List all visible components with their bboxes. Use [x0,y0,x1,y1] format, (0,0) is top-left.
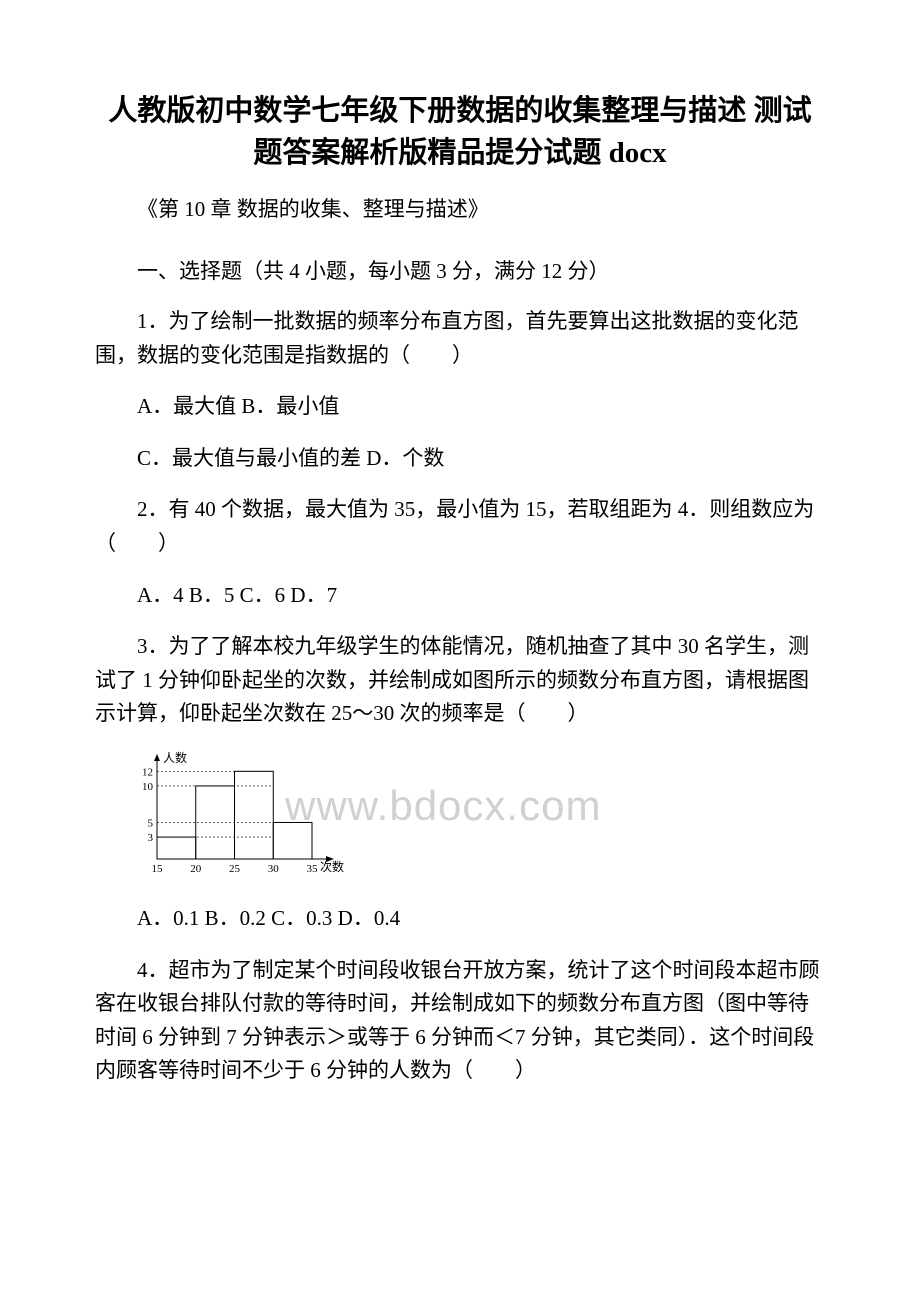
question-3-text: 3．为了了解本校九年级学生的体能情况，随机抽查了其中 30 名学生，测试了 1 … [95,630,825,731]
svg-text:20: 20 [190,863,202,875]
svg-text:5: 5 [148,817,154,829]
histogram-chart: 人数次数 12 10 5 3 15 20 25 30 35 [127,749,825,884]
chapter-subtitle: 《第 10 章 数据的收集、整理与描述》 [95,194,825,226]
question-1-text: 1．为了绘制一批数据的频率分布直方图，首先要算出这批数据的变化范围，数据的变化范… [95,305,825,372]
question-2-options: A．4 B．5 C．6 D．7 [95,579,825,613]
question-2-text: 2．有 40 个数据，最大值为 35，最小值为 15，若取组距为 4．则组数应为… [95,493,825,560]
histogram-svg: 人数次数 12 10 5 3 15 20 25 30 35 [127,749,347,879]
question-1-options-cd: C．最大值与最小值的差 D．个数 [95,442,825,476]
svg-text:15: 15 [152,863,164,875]
svg-text:12: 12 [142,766,153,778]
question-4-text: 4．超市为了制定某个时间段收银台开放方案，统计了这个时间段本超市顾客在收银台排队… [95,954,825,1088]
svg-text:次数: 次数 [320,859,344,874]
question-3-options: A．0.1 B．0.2 C．0.3 D．0.4 [95,902,825,936]
svg-text:3: 3 [148,832,154,844]
svg-text:35: 35 [307,863,319,875]
question-1-options-ab: A．最大值 B．最小值 [95,390,825,424]
svg-text:10: 10 [142,781,154,793]
document-content: www.bdocx.com 人教版初中数学七年级下册数据的收集整理与描述 测试题… [95,90,825,1088]
svg-text:人数: 人数 [163,750,187,765]
svg-text:30: 30 [268,863,280,875]
document-title: 人教版初中数学七年级下册数据的收集整理与描述 测试题答案解析版精品提分试题 do… [95,90,825,174]
section-header: 一、选择题（共 4 小题，每小题 3 分，满分 12 分） [95,256,825,288]
svg-text:25: 25 [229,863,241,875]
